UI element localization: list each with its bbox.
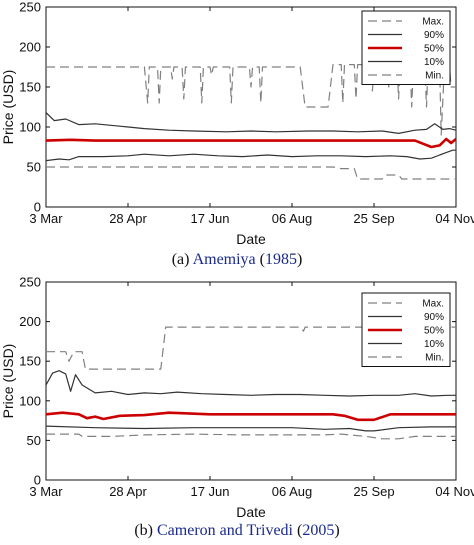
x-tick-label: 28 Apr bbox=[109, 484, 147, 499]
legend-label: 90% bbox=[424, 312, 444, 323]
caption-a-prefix: (a) bbox=[171, 251, 193, 268]
y-tick-label: 50 bbox=[27, 433, 41, 448]
series-line-max bbox=[46, 63, 456, 136]
y-axis-label: Price (USD) bbox=[0, 70, 16, 145]
x-tick-label: 3 Mar bbox=[29, 211, 63, 226]
caption-a-cite-name[interactable]: Amemiya bbox=[192, 251, 256, 268]
y-tick-label: 250 bbox=[19, 275, 41, 290]
legend-label: 10% bbox=[424, 57, 444, 68]
legend-label: 50% bbox=[424, 44, 444, 55]
y-tick-label: 100 bbox=[19, 393, 41, 408]
caption-b-open: ( bbox=[293, 522, 303, 539]
legend-label: Min. bbox=[425, 71, 444, 82]
x-tick-label: 17 Jun bbox=[190, 211, 229, 226]
series-line-50 bbox=[46, 411, 456, 422]
x-axis-label: Date bbox=[236, 504, 266, 520]
legend-label: 10% bbox=[424, 339, 444, 350]
caption-b-close: ) bbox=[334, 522, 340, 539]
chart-b: 0 50 100 150 200 250 3 Mar 28 Apr 17 Jun 06 Aug 25… bbox=[0, 275, 474, 521]
x-tick-label: 25 Sep bbox=[353, 484, 394, 499]
x-tick-label: 06 Aug bbox=[272, 211, 313, 226]
y-tick-label: 200 bbox=[19, 40, 41, 55]
series-line-50 bbox=[46, 137, 456, 149]
plot-frame bbox=[45, 281, 457, 481]
legend: Max. 90% 50% 10% Min. bbox=[361, 292, 451, 367]
x-tick-label: 06 Aug bbox=[272, 484, 313, 499]
x-tick-label: 04 Nov bbox=[435, 484, 474, 499]
x-tick-label: 3 Mar bbox=[29, 484, 63, 499]
caption-a-close: ) bbox=[296, 251, 303, 268]
series-line-90 bbox=[46, 370, 456, 397]
legend-label: 50% bbox=[424, 326, 444, 337]
x-axis-label: Date bbox=[236, 231, 266, 247]
y-axis-label: Price (USD) bbox=[0, 344, 16, 419]
y-tick-label: 150 bbox=[19, 354, 41, 369]
caption-b-prefix: (b) bbox=[134, 522, 157, 539]
x-tick-label: 04 Nov bbox=[435, 211, 474, 226]
caption-b-cite-year[interactable]: 2005 bbox=[302, 522, 335, 539]
plot-frame bbox=[45, 6, 457, 208]
y-tick-label: 200 bbox=[19, 314, 41, 329]
series-line-10 bbox=[46, 149, 456, 162]
legend-label: Max. bbox=[422, 299, 444, 310]
caption-a-open: ( bbox=[255, 251, 265, 268]
caption-a: (a) Amemiya (1985) bbox=[0, 251, 474, 269]
legend: Max. 90% 50% 10% Min. bbox=[361, 10, 451, 85]
y-tick-label: 150 bbox=[19, 80, 41, 95]
chart-a: 0 50 100 150 200 250 3 Mar 28 Apr 17 Jun 06 Aug 25… bbox=[0, 0, 474, 247]
x-tick-label: 25 Sep bbox=[353, 211, 394, 226]
y-tick-label: 0 bbox=[34, 473, 41, 488]
series-line-min bbox=[46, 433, 456, 440]
legend-label: 90% bbox=[424, 30, 444, 41]
caption-a-cite-year[interactable]: 1985 bbox=[264, 251, 297, 268]
legend-label: Min. bbox=[425, 353, 444, 364]
y-tick-label: 0 bbox=[34, 200, 41, 215]
x-tick-label: 28 Apr bbox=[109, 211, 147, 226]
y-tick-label: 250 bbox=[19, 0, 41, 15]
series-line-10 bbox=[46, 425, 456, 432]
legend-label: Max. bbox=[422, 17, 444, 28]
caption-b: (b) Cameron and Trivedi (2005) bbox=[0, 522, 474, 540]
series-line-min bbox=[46, 166, 456, 180]
x-tick-label: 17 Jun bbox=[190, 484, 229, 499]
y-tick-label: 100 bbox=[19, 120, 41, 135]
series-line-90 bbox=[46, 112, 456, 134]
caption-b-cite-name[interactable]: Cameron and Trivedi bbox=[157, 522, 293, 539]
y-tick-label: 50 bbox=[27, 160, 41, 175]
